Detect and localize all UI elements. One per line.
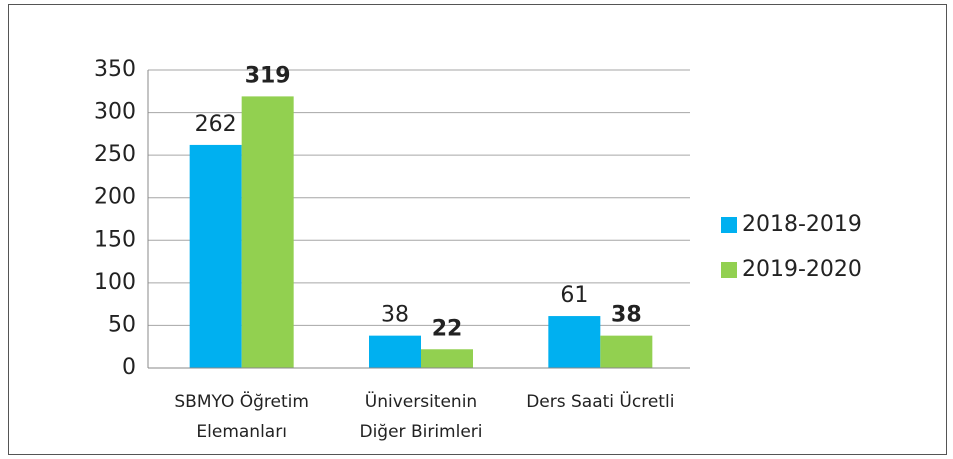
chart-frame [8,4,947,455]
data-label: 38 [381,303,409,328]
y-tick-label: 150 [94,227,136,252]
legend-label: 2019-2020 [742,257,862,282]
data-label: 262 [195,112,237,137]
y-tick-label: 50 [108,312,136,337]
y-tick-label: 100 [94,270,136,295]
bar [189,144,242,368]
bar [369,335,421,368]
x-tick-label: Üniversitenin Diğer Birimleri [359,390,482,442]
y-tick-label: 200 [94,185,136,210]
y-tick-label: 0 [122,355,136,380]
data-label: 38 [611,303,642,328]
legend-label: 2018-2019 [742,212,862,237]
x-tick-label: Ders Saati Ücretli [526,390,674,412]
data-label: 22 [432,316,463,341]
y-tick-label: 300 [94,100,136,125]
bar [548,316,601,368]
data-label: 61 [560,283,588,308]
legend-swatch [721,217,737,233]
y-tick-label: 350 [94,57,136,82]
bar [241,96,294,368]
y-tick-label: 250 [94,142,136,167]
legend-swatch [721,262,737,278]
bar [421,349,473,368]
data-label: 319 [245,63,291,88]
bar [600,335,653,368]
x-tick-label: SBMYO Öğretim Elemanları [174,390,309,442]
